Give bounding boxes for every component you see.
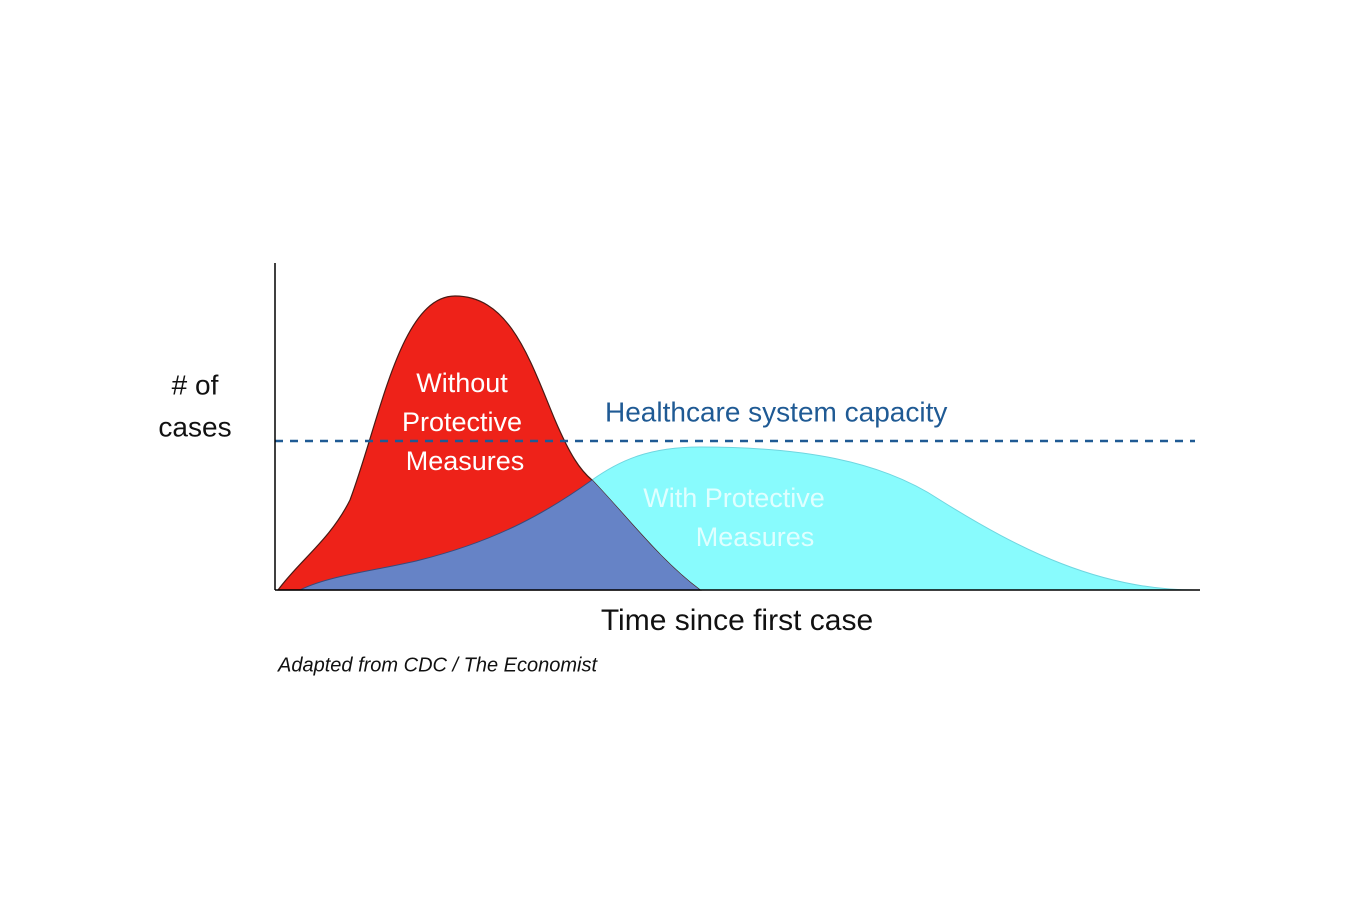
without-label: Protective bbox=[402, 407, 522, 437]
with-label: With Protective bbox=[643, 483, 825, 513]
y-label: # of bbox=[172, 369, 219, 400]
source: Adapted from CDC / The Economist bbox=[277, 654, 598, 676]
y-label: cases bbox=[158, 411, 231, 442]
with-label: Measures bbox=[696, 522, 815, 552]
without-label: Measures bbox=[406, 446, 525, 476]
without-label: Without bbox=[416, 368, 508, 398]
capacity-label: Healthcare system capacity bbox=[605, 396, 947, 427]
x-label: Time since first case bbox=[601, 604, 873, 637]
